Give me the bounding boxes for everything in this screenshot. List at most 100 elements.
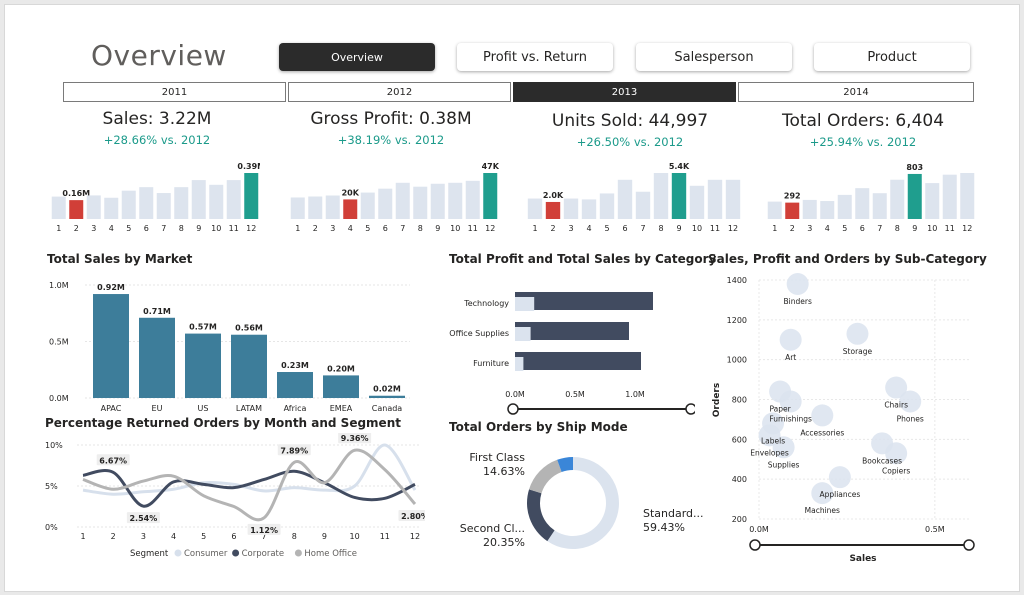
subcat-point-label: Envelopes — [750, 448, 789, 457]
returns-y-tick: 5% — [45, 482, 58, 491]
kpi-bar — [483, 173, 498, 219]
kpi-profit-label: Gross Profit: 0.38M — [310, 109, 472, 129]
kpi-bar — [785, 202, 800, 219]
category-slider-handle-left — [507, 403, 519, 415]
shipmode-slice-label: Second Cl... — [460, 522, 525, 535]
kpi-tick-label: 3 — [568, 224, 573, 233]
shipmode-chart-title: Total Orders by Ship Mode — [449, 420, 628, 434]
subcat-chart-title: Sales, Profit and Orders by Sub-Category — [708, 252, 987, 266]
market-data-label: 0.71M — [143, 307, 171, 316]
returns-x-tick: 7 — [262, 532, 267, 541]
tab-profit-vs-return[interactable]: Profit vs. Return — [457, 43, 613, 71]
subcat-point-label: Appliances — [819, 490, 860, 499]
year-2012-button[interactable]: 2012 — [288, 82, 511, 102]
kpi-bar — [872, 193, 887, 219]
tab-product[interactable]: Product — [814, 43, 970, 71]
subcat-point — [828, 466, 851, 489]
kpi-tick-label: 12 — [246, 224, 256, 233]
market-bar — [369, 395, 405, 398]
kpi-tick-label: 2 — [313, 224, 318, 233]
subcat-point-label: Storage — [843, 347, 873, 356]
kpi-bar — [226, 180, 241, 219]
kpi-tick-label: 5 — [126, 224, 131, 233]
kpi-tick-label: 9 — [196, 224, 201, 233]
kpi-profit-delta: +38.19% vs. 2012 — [337, 133, 445, 147]
subcat-point — [779, 328, 802, 351]
category-profit-bar — [515, 297, 535, 311]
year-2014-button[interactable]: 2014 — [738, 82, 974, 102]
subcat-point-label: Paper — [769, 405, 791, 414]
kpi-bar — [325, 195, 340, 219]
year-2011-button[interactable]: 2011 — [63, 82, 286, 102]
subcat-point-label: Art — [785, 353, 796, 362]
kpi-bar — [156, 193, 171, 219]
kpi-bar — [545, 201, 561, 219]
kpi-tick-label: 11 — [945, 224, 955, 233]
returns-legend-label: Corporate — [242, 549, 285, 559]
returns-legend-marker — [174, 549, 182, 557]
kpi-tick-label: 12 — [962, 224, 972, 233]
category-label: Technology — [463, 299, 509, 308]
kpi-data-label: 2.0K — [543, 191, 564, 200]
shipmode-slice — [557, 457, 573, 473]
year-2013-button[interactable]: 2013 — [513, 82, 736, 102]
kpi-tick-label: 3 — [330, 224, 335, 233]
kpi-bar — [378, 188, 393, 219]
kpi-tick-label: 8 — [179, 224, 184, 233]
market-data-label: 0.23M — [281, 361, 309, 370]
kpi-bar — [209, 184, 224, 219]
returns-chart-title: Percentage Returned Orders by Month and … — [45, 416, 401, 430]
returns-annotation-label: 6.67% — [99, 456, 127, 465]
shipmode-slice — [527, 489, 555, 542]
kpi-tick-label: 1 — [56, 224, 61, 233]
kpi-tick-label: 1 — [772, 224, 777, 233]
kpi-bar — [707, 179, 723, 219]
kpi-tick-label: 9 — [435, 224, 440, 233]
category-sales-bar — [515, 322, 629, 340]
kpi-orders-delta: +25.94% vs. 2012 — [809, 135, 917, 149]
kpi-tick-label: 10 — [927, 224, 937, 233]
kpi-tick-label: 11 — [229, 224, 239, 233]
kpi-bar — [942, 174, 957, 219]
shipmode-slice-pct: 20.35% — [483, 536, 525, 549]
subcat-point-label: Accessories — [800, 428, 844, 437]
kpi-tick-label: 7 — [400, 224, 405, 233]
kpi-bar — [689, 185, 705, 219]
returns-annotation-box — [126, 512, 160, 524]
kpi-bar — [671, 173, 687, 219]
category-bar-chart: Technology Office Supplies Furniture 0.0M 0.… — [449, 292, 695, 415]
market-bar — [277, 372, 313, 398]
kpi-tick-label: 8 — [658, 224, 663, 233]
subcat-y-tick: 1200 — [727, 316, 747, 325]
kpi-tick-label: 5 — [365, 224, 370, 233]
kpi-bar — [174, 187, 189, 219]
kpi-bar — [635, 191, 651, 219]
tab-salesperson[interactable]: Salesperson — [636, 43, 792, 71]
category-slider-handle-right — [685, 403, 695, 415]
returns-line-chart: 0%5%10%1 2 3 4 5 6 7 8 9 10 11 126.67%2.54%1.12%7.8… — [45, 433, 425, 559]
kpi-tick-label: 12 — [728, 224, 738, 233]
subcat-y-tick: 1000 — [727, 356, 747, 365]
dashboard-frame: Overview Overview Profit vs. Return Sale… — [4, 4, 1020, 592]
kpi-data-label: 803 — [906, 163, 923, 172]
tab-overview[interactable]: Overview — [279, 43, 435, 71]
kpi-bar — [395, 182, 410, 219]
market-data-label: 0.20M — [327, 364, 355, 373]
subcat-slider-handle-right — [963, 539, 975, 551]
shipmode-slice-label: Standard... — [643, 507, 704, 520]
kpi-bar — [290, 197, 305, 219]
kpi-bar — [360, 192, 375, 219]
category-x-tick: 0.5M — [565, 390, 585, 399]
kpi-tick-label: 11 — [710, 224, 720, 233]
subcat-point — [885, 376, 908, 399]
kpi-tick-label: 1 — [532, 224, 537, 233]
market-chart-title: Total Sales by Market — [47, 252, 193, 266]
market-bar — [323, 375, 359, 398]
kpi-bar — [599, 193, 615, 219]
kpi-tick-label: 12 — [485, 224, 495, 233]
kpi-bar — [139, 187, 154, 219]
kpi-tick-label: 7 — [640, 224, 645, 233]
